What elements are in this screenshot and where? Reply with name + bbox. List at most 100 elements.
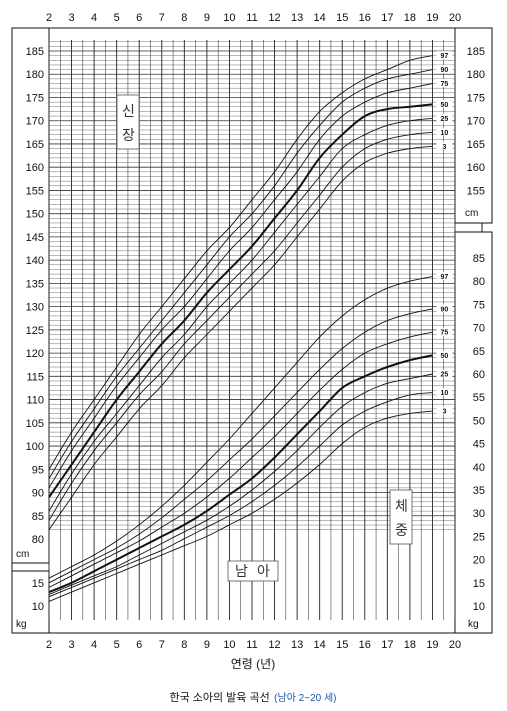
x-tick-label-top: 5 bbox=[114, 12, 120, 24]
height-label-bg-p25 bbox=[436, 113, 453, 122]
height-label-char-2: 장 bbox=[122, 127, 135, 143]
height-unit-right: cm bbox=[465, 208, 478, 219]
height-tick-left: 95 bbox=[32, 464, 44, 476]
x-tick-label-bottom: 10 bbox=[223, 639, 235, 651]
weight-tick-right: 20 bbox=[473, 555, 485, 567]
height-tick-right: 165 bbox=[467, 139, 485, 151]
height-percentile-lines bbox=[48, 55, 433, 530]
x-tick-label-top: 19 bbox=[426, 12, 438, 24]
height-tick-left: 85 bbox=[32, 511, 44, 523]
weight-line-p10 bbox=[48, 392, 433, 598]
weight-label-p10: 10 bbox=[441, 390, 449, 397]
weight-label-bg-p75 bbox=[436, 327, 453, 336]
height-ticks-right: 155 160 165 170 175 180 185 bbox=[467, 46, 485, 197]
height-label-bg-p3 bbox=[436, 141, 453, 150]
weight-tick-right: 60 bbox=[473, 369, 485, 381]
height-tick-left: 120 bbox=[26, 348, 44, 360]
x-tick-label-bottom: 12 bbox=[268, 639, 280, 651]
height-tick-right: 185 bbox=[467, 46, 485, 58]
height-label-p50: 50 bbox=[441, 102, 449, 109]
x-tick-label-bottom: 13 bbox=[291, 639, 303, 651]
height-tick-left: 115 bbox=[26, 371, 44, 383]
weight-label-bg-p50 bbox=[436, 350, 453, 359]
height-tick-left: 165 bbox=[26, 139, 44, 151]
weight-tick-right: 10 bbox=[473, 601, 485, 613]
x-tick-label-bottom: 15 bbox=[336, 639, 348, 651]
weight-label-p3: 3 bbox=[442, 409, 446, 416]
height-tick-left: 170 bbox=[26, 116, 44, 128]
x-tick-label-bottom: 5 bbox=[114, 639, 120, 651]
weight-tick-right: 50 bbox=[473, 415, 485, 427]
x-tick-label-bottom: 6 bbox=[136, 639, 142, 651]
x-tick-label-top: 13 bbox=[291, 12, 303, 24]
weight-label-p97: 97 bbox=[441, 274, 449, 281]
weight-label-box: 체 중 bbox=[389, 489, 413, 545]
x-tick-label-top: 6 bbox=[136, 12, 142, 24]
x-ticks-bottom: 2 3 4 5 6 7 8 9 10 11 12 13 14 15 16 17 18 19 20 bbox=[46, 639, 461, 651]
height-line-p25 bbox=[48, 117, 433, 512]
height-tick-left: 105 bbox=[26, 418, 44, 430]
height-tick-right: 180 bbox=[467, 69, 485, 81]
x-tick-label-top: 11 bbox=[246, 12, 257, 24]
chart-frame bbox=[11, 27, 493, 634]
weight-tick-right: 15 bbox=[473, 578, 485, 590]
middle-label-char-2: 아 bbox=[257, 563, 270, 579]
weight-ticks-left: 10 15 bbox=[32, 578, 44, 613]
weight-label-p75: 75 bbox=[441, 330, 449, 337]
height-label-bg-p10 bbox=[436, 127, 453, 136]
height-tick-left: 100 bbox=[26, 441, 44, 453]
height-tick-left: 110 bbox=[26, 395, 44, 407]
x-tick-label-top: 12 bbox=[268, 12, 280, 24]
weight-tick-left: 10 bbox=[32, 601, 44, 613]
weight-tick-right: 80 bbox=[473, 276, 485, 288]
weight-tick-right: 65 bbox=[473, 346, 485, 358]
x-tick-label-bottom: 18 bbox=[404, 639, 416, 651]
weight-percentile-labels: 97 90 75 50 25 10 3 bbox=[436, 272, 453, 416]
height-label-bg-p97 bbox=[436, 51, 453, 60]
chart-caption: 한국 소아의 발육 곡선 (남아 2~20 세) bbox=[169, 688, 336, 705]
height-label-p10: 10 bbox=[441, 130, 449, 137]
height-tick-left: 175 bbox=[26, 92, 44, 104]
weight-line-p3 bbox=[48, 410, 433, 602]
height-label-p75: 75 bbox=[441, 81, 449, 88]
x-tick-label-top: 20 bbox=[449, 12, 461, 24]
height-unit-left: cm bbox=[16, 549, 29, 560]
x-tick-label-bottom: 3 bbox=[68, 639, 74, 651]
height-line-p10 bbox=[48, 131, 433, 521]
weight-label-bg-p97 bbox=[436, 272, 453, 281]
height-tick-left: 130 bbox=[26, 302, 44, 314]
x-tick-label-bottom: 17 bbox=[381, 639, 393, 651]
weight-tick-right: 25 bbox=[473, 531, 485, 543]
height-tick-left: 180 bbox=[26, 69, 44, 81]
weight-label-p25: 25 bbox=[441, 372, 449, 379]
height-line-p97 bbox=[48, 55, 433, 470]
weight-tick-right: 35 bbox=[473, 485, 485, 497]
weight-tick-right: 85 bbox=[473, 253, 485, 265]
height-tick-left: 135 bbox=[26, 278, 44, 290]
height-tick-left: 125 bbox=[26, 325, 44, 337]
middle-label-box: 남 아 bbox=[227, 560, 279, 582]
height-tick-left: 145 bbox=[26, 232, 44, 244]
weight-tick-right: 55 bbox=[473, 392, 485, 404]
x-tick-label-top: 15 bbox=[336, 12, 348, 24]
height-tick-left: 140 bbox=[26, 255, 44, 267]
x-axis-title: 연령 (년) bbox=[231, 657, 275, 671]
weight-ticks-right: 10 15 20 25 30 35 40 45 50 55 60 65 70 75 80 85 bbox=[473, 253, 485, 613]
height-label-p97: 97 bbox=[441, 53, 449, 60]
x-tick-label-top: 14 bbox=[314, 12, 326, 24]
height-tick-right: 170 bbox=[467, 116, 485, 128]
weight-tick-left: 15 bbox=[32, 578, 44, 590]
weight-label-char-1: 체 bbox=[395, 498, 408, 514]
height-label-p25: 25 bbox=[441, 116, 449, 123]
x-tick-label-top: 17 bbox=[381, 12, 393, 24]
height-tick-left: 155 bbox=[26, 185, 44, 197]
height-label-box: 신 장 bbox=[116, 94, 140, 150]
height-tick-right: 175 bbox=[467, 92, 485, 104]
weight-unit-right: kg bbox=[468, 619, 479, 630]
weight-label-bg-p10 bbox=[436, 388, 453, 397]
x-tick-label-top: 7 bbox=[159, 12, 165, 24]
x-tick-label-top: 3 bbox=[68, 12, 74, 24]
x-tick-label-top: 10 bbox=[223, 12, 235, 24]
x-tick-label-bottom: 14 bbox=[314, 639, 326, 651]
